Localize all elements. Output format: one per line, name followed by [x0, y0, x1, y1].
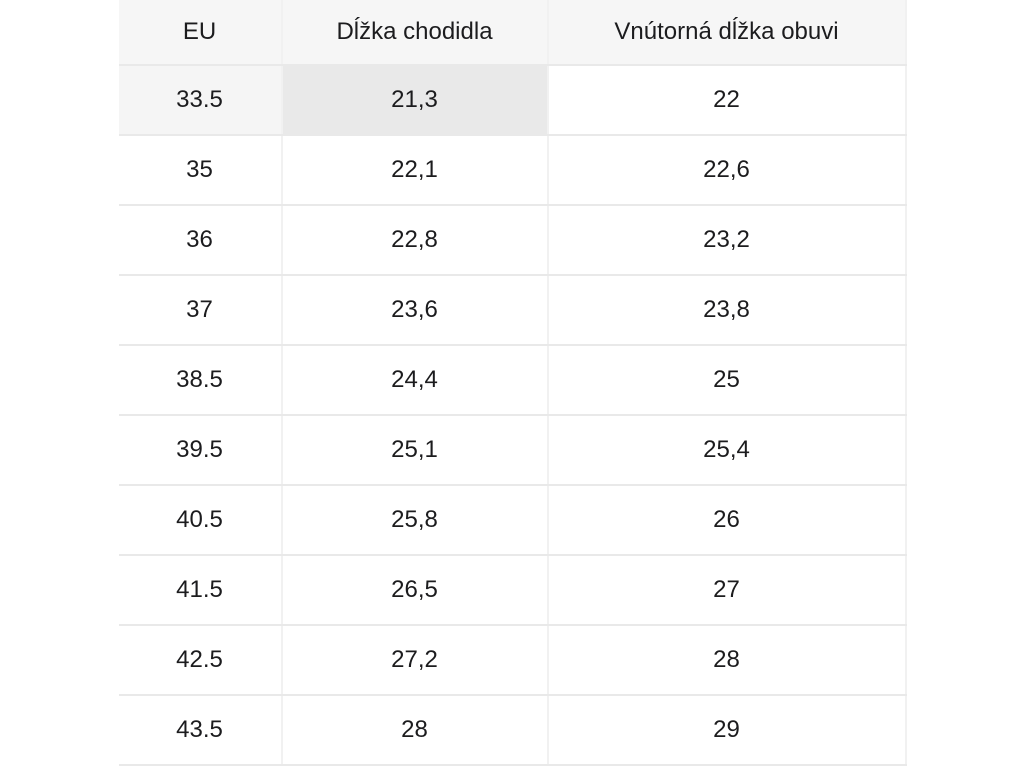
table-row: 33.5 21,3 22	[118, 65, 907, 136]
cell-inner[interactable]: 22	[547, 65, 907, 136]
table-row: 42.5 27,2 28	[118, 625, 907, 696]
cell-eu[interactable]: 42.5	[118, 625, 283, 696]
cell-inner[interactable]: 23,2	[547, 205, 907, 276]
size-chart-table: EU Dĺžka chodidla Vnútorná dĺžka obuvi 3…	[118, 0, 907, 766]
header-eu: EU	[118, 0, 283, 66]
table-row: 41.5 26,5 27	[118, 555, 907, 626]
cell-foot[interactable]: 25,8	[281, 485, 549, 556]
cell-foot[interactable]: 28	[281, 695, 549, 766]
cell-foot[interactable]: 24,4	[281, 345, 549, 416]
table-row: 36 22,8 23,2	[118, 205, 907, 276]
header-inner-shoe-length: Vnútorná dĺžka obuvi	[547, 0, 907, 66]
cell-foot[interactable]: 23,6	[281, 275, 549, 346]
table-row: 40.5 25,8 26	[118, 485, 907, 556]
table-row: 37 23,6 23,8	[118, 275, 907, 346]
cell-foot[interactable]: 27,2	[281, 625, 549, 696]
cell-inner[interactable]: 27	[547, 555, 907, 626]
size-chart-page: EU Dĺžka chodidla Vnútorná dĺžka obuvi 3…	[118, 0, 907, 766]
cell-inner[interactable]: 28	[547, 625, 907, 696]
header-foot-length: Dĺžka chodidla	[281, 0, 549, 66]
table-row: 35 22,1 22,6	[118, 135, 907, 206]
table-row: 39.5 25,1 25,4	[118, 415, 907, 486]
cell-inner[interactable]: 29	[547, 695, 907, 766]
cell-eu[interactable]: 37	[118, 275, 283, 346]
cell-foot[interactable]: 21,3	[281, 65, 549, 136]
cell-inner[interactable]: 22,6	[547, 135, 907, 206]
cell-inner[interactable]: 23,8	[547, 275, 907, 346]
cell-foot[interactable]: 22,1	[281, 135, 549, 206]
cell-foot[interactable]: 26,5	[281, 555, 549, 626]
cell-eu[interactable]: 40.5	[118, 485, 283, 556]
cell-inner[interactable]: 25,4	[547, 415, 907, 486]
cell-eu[interactable]: 43.5	[118, 695, 283, 766]
cell-inner[interactable]: 25	[547, 345, 907, 416]
table-row: 43.5 28 29	[118, 695, 907, 766]
cell-eu[interactable]: 36	[118, 205, 283, 276]
cell-eu[interactable]: 35	[118, 135, 283, 206]
header-row: EU Dĺžka chodidla Vnútorná dĺžka obuvi	[118, 0, 907, 66]
cell-foot[interactable]: 22,8	[281, 205, 549, 276]
cell-eu[interactable]: 33.5	[118, 65, 283, 136]
cell-inner[interactable]: 26	[547, 485, 907, 556]
cell-eu[interactable]: 39.5	[118, 415, 283, 486]
cell-eu[interactable]: 41.5	[118, 555, 283, 626]
cell-foot[interactable]: 25,1	[281, 415, 549, 486]
table-body: 33.5 21,3 22 35 22,1 22,6 36 22,8 23,2 37 23,6 23,8…	[118, 65, 907, 766]
table-row: 38.5 24,4 25	[118, 345, 907, 416]
cell-eu[interactable]: 38.5	[118, 345, 283, 416]
